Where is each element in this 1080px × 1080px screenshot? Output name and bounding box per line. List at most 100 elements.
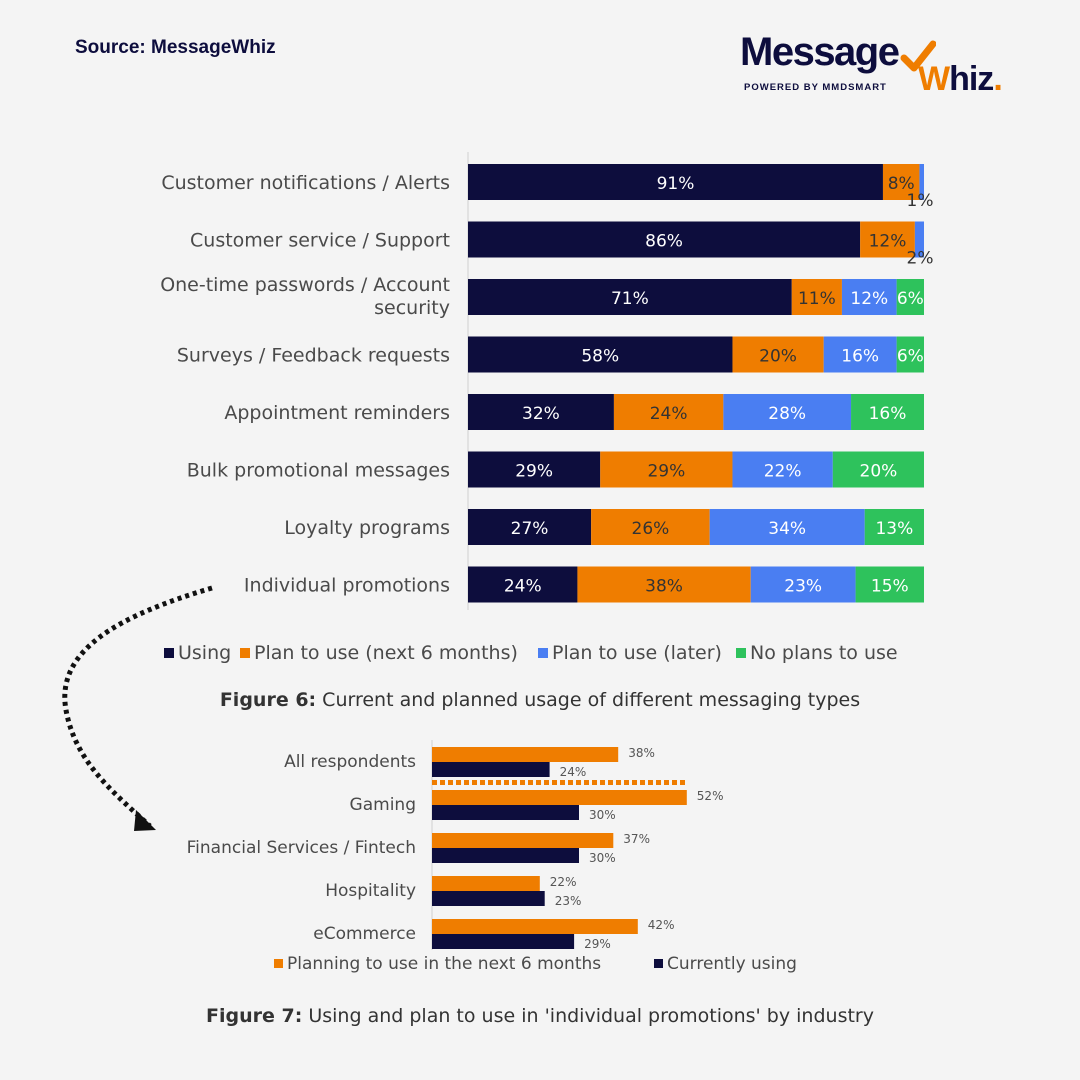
- figure6-value-label: 20%: [860, 462, 898, 482]
- figure6-bar-individual-promotions-using: [468, 566, 578, 603]
- figure6-value-label: 38%: [645, 577, 683, 597]
- figure6-bar-bulk-promotional-messages-plan-to-use-next-6-months: [600, 451, 733, 488]
- figure6-value-label: 6%: [897, 289, 924, 309]
- figure6-bar-surveys-feedback-requests-no-plans-to-use: [896, 336, 924, 373]
- figure6-value-label: 1%: [907, 191, 934, 211]
- figure6-value-label: 26%: [632, 519, 670, 539]
- figure7-legend-swatch: [274, 959, 283, 968]
- figure7-category-label-gaming: Gaming: [350, 795, 416, 815]
- figure6-value-label: 13%: [875, 519, 913, 539]
- figure6-value-label: 24%: [650, 404, 688, 424]
- figure6-value-label: 34%: [768, 519, 806, 539]
- figure6-value-label: 2%: [907, 249, 934, 269]
- figure6-bar-one-time-passwords-account-security-plan-to-use-next-6-months: [791, 279, 842, 315]
- figure6-value-label: 16%: [841, 347, 879, 367]
- logo-tagline: POWERED BY MMDSMART: [744, 82, 887, 93]
- figure6-bar-loyalty-programs-plan-to-use-later: [709, 509, 865, 545]
- figure6-bar-customer-notifications-alerts-plan-to-use-later: [919, 164, 924, 200]
- figure6-bar-appointment-reminders-no-plans-to-use: [851, 394, 924, 430]
- figure6-legend-swatch: [164, 648, 174, 658]
- figure6-bar-customer-notifications-alerts-using: [468, 164, 883, 200]
- figure6-category-label-customer-notifications-alerts: Customer notifications / Alerts: [161, 172, 450, 194]
- figure6-value-label: 29%: [515, 462, 553, 482]
- figure7-legend-swatch: [654, 959, 663, 968]
- figure6-value-label: 6%: [897, 347, 924, 367]
- figure7-bar-financial-services-fintech-currently-using: [432, 848, 579, 863]
- figure6-value-label: 24%: [504, 577, 542, 597]
- figure7-value-label: 52%: [697, 789, 724, 803]
- figure6-category-label-appointment-reminders: Appointment reminders: [224, 402, 450, 424]
- figure7-category-label-hospitality: Hospitality: [325, 881, 416, 901]
- logo-check-icon: [900, 40, 936, 72]
- figure6-bar-individual-promotions-plan-to-use-later: [750, 566, 856, 603]
- figure6-legend-swatch: [736, 648, 746, 658]
- figure6-value-label: 71%: [611, 289, 649, 309]
- figure6-bar-bulk-promotional-messages-no-plans-to-use: [832, 451, 924, 488]
- figure6-legend-label: Using: [178, 642, 231, 664]
- logo-name-part2: Whiz.: [918, 60, 1003, 98]
- figure6-category-label-surveys-feedback-requests: Surveys / Feedback requests: [177, 345, 450, 367]
- figure6-value-label: 8%: [888, 174, 915, 194]
- figure6-legend-label: No plans to use: [750, 642, 898, 664]
- figure6-value-label: 22%: [764, 462, 802, 482]
- figure7-value-label: 38%: [628, 746, 655, 760]
- messagewhiz-logo: Message Whiz. POWERED BY MMDSMART: [740, 30, 1003, 100]
- figure6-bar-bulk-promotional-messages-plan-to-use-later: [732, 451, 833, 488]
- figure6-bar-one-time-passwords-account-security-no-plans-to-use: [896, 279, 924, 315]
- figure6-bar-customer-notifications-alerts-plan-to-use-next-6-months: [882, 164, 920, 200]
- figure7-bar-gaming-planning-to-use-in-the-next-6-months: [432, 790, 687, 805]
- figure6-category-label-one-time-passwords-account-security: One-time passwords / Account security: [160, 274, 450, 319]
- figure6-bar-surveys-feedback-requests-plan-to-use-next-6-months: [732, 336, 824, 373]
- figure6-value-label: 29%: [647, 462, 685, 482]
- figure6-legend-label: Plan to use (next 6 months): [254, 642, 518, 664]
- figure6-category-label-loyalty-programs: Loyalty programs: [284, 517, 450, 539]
- figure7-bar-hospitality-currently-using: [432, 891, 545, 906]
- figure6-value-label: 27%: [511, 519, 549, 539]
- figure6-bar-one-time-passwords-account-security-plan-to-use-later: [841, 279, 897, 315]
- figure7-value-label: 22%: [550, 875, 577, 889]
- figure6-bar-individual-promotions-plan-to-use-next-6-months: [577, 566, 751, 603]
- figure6-value-label: 15%: [871, 577, 909, 597]
- figure6-bar-customer-service-support-plan-to-use-next-6-months: [860, 221, 915, 258]
- figure6-legend-swatch: [538, 648, 548, 658]
- figure7-bar-all-respondents-currently-using: [432, 762, 550, 777]
- figure7-category-label-financial-services-fintech: Financial Services / Fintech: [187, 838, 416, 858]
- figure6-bar-loyalty-programs-plan-to-use-next-6-months: [591, 509, 710, 545]
- figure7-value-label: 23%: [555, 894, 582, 908]
- figure7-category-label-ecommerce: eCommerce: [313, 924, 416, 944]
- figure6-bar-surveys-feedback-requests-using: [468, 336, 733, 373]
- figure6-bar-appointment-reminders-plan-to-use-next-6-months: [613, 394, 724, 430]
- figure6-bar-appointment-reminders-plan-to-use-later: [723, 394, 852, 430]
- figure6-value-label: 12%: [850, 289, 888, 309]
- figure7-legend-label: Planning to use in the next 6 months: [287, 954, 601, 974]
- figure6-bar-one-time-passwords-account-security-using: [468, 279, 792, 315]
- figure6-category-label-customer-service-support: Customer service / Support: [190, 230, 450, 252]
- figure6-value-label: 11%: [798, 289, 836, 309]
- figure7-value-label: 42%: [648, 918, 675, 932]
- figure7-bar-gaming-currently-using: [432, 805, 579, 820]
- figure6-bar-customer-service-support-using: [468, 221, 861, 258]
- figure7-value-label: 30%: [589, 851, 616, 865]
- figure7-bar-ecommerce-planning-to-use-in-the-next-6-months: [432, 919, 638, 934]
- figure6-bar-appointment-reminders-using: [468, 394, 614, 430]
- figure6-bar-loyalty-programs-using: [468, 509, 592, 545]
- figure6-chart: Customer notifications / Alerts 91% 8%1% Cu…: [160, 152, 934, 664]
- logo-name-part1: Message: [740, 30, 900, 74]
- figure7-value-label: 37%: [623, 832, 650, 846]
- figure6-legend-swatch: [240, 648, 250, 658]
- curved-arrow-icon: [62, 585, 213, 831]
- figure7-value-label: 24%: [560, 765, 587, 779]
- figure6-value-label: 32%: [522, 404, 560, 424]
- figure7-legend-label: Currently using: [667, 954, 797, 974]
- figure6-bar-loyalty-programs-no-plans-to-use: [864, 509, 924, 545]
- figure6-bar-bulk-promotional-messages-using: [468, 451, 601, 488]
- figure6-category-label-individual-promotions: Individual promotions: [244, 575, 450, 597]
- figure6-value-label: 23%: [784, 577, 822, 597]
- figure6-bar-individual-promotions-no-plans-to-use: [855, 566, 924, 603]
- figure6-value-label: 86%: [645, 232, 683, 252]
- figure7-bar-financial-services-fintech-planning-to-use-in-the-next-6-months: [432, 833, 614, 848]
- figure7-chart: All respondents 38% 24% Gaming 52% 30% Financi…: [187, 740, 797, 974]
- figure7-bar-all-respondents-planning-to-use-in-the-next-6-months: [432, 747, 619, 762]
- source-label: Source: MessageWhiz: [75, 37, 276, 58]
- figure6-value-label: 28%: [768, 404, 806, 424]
